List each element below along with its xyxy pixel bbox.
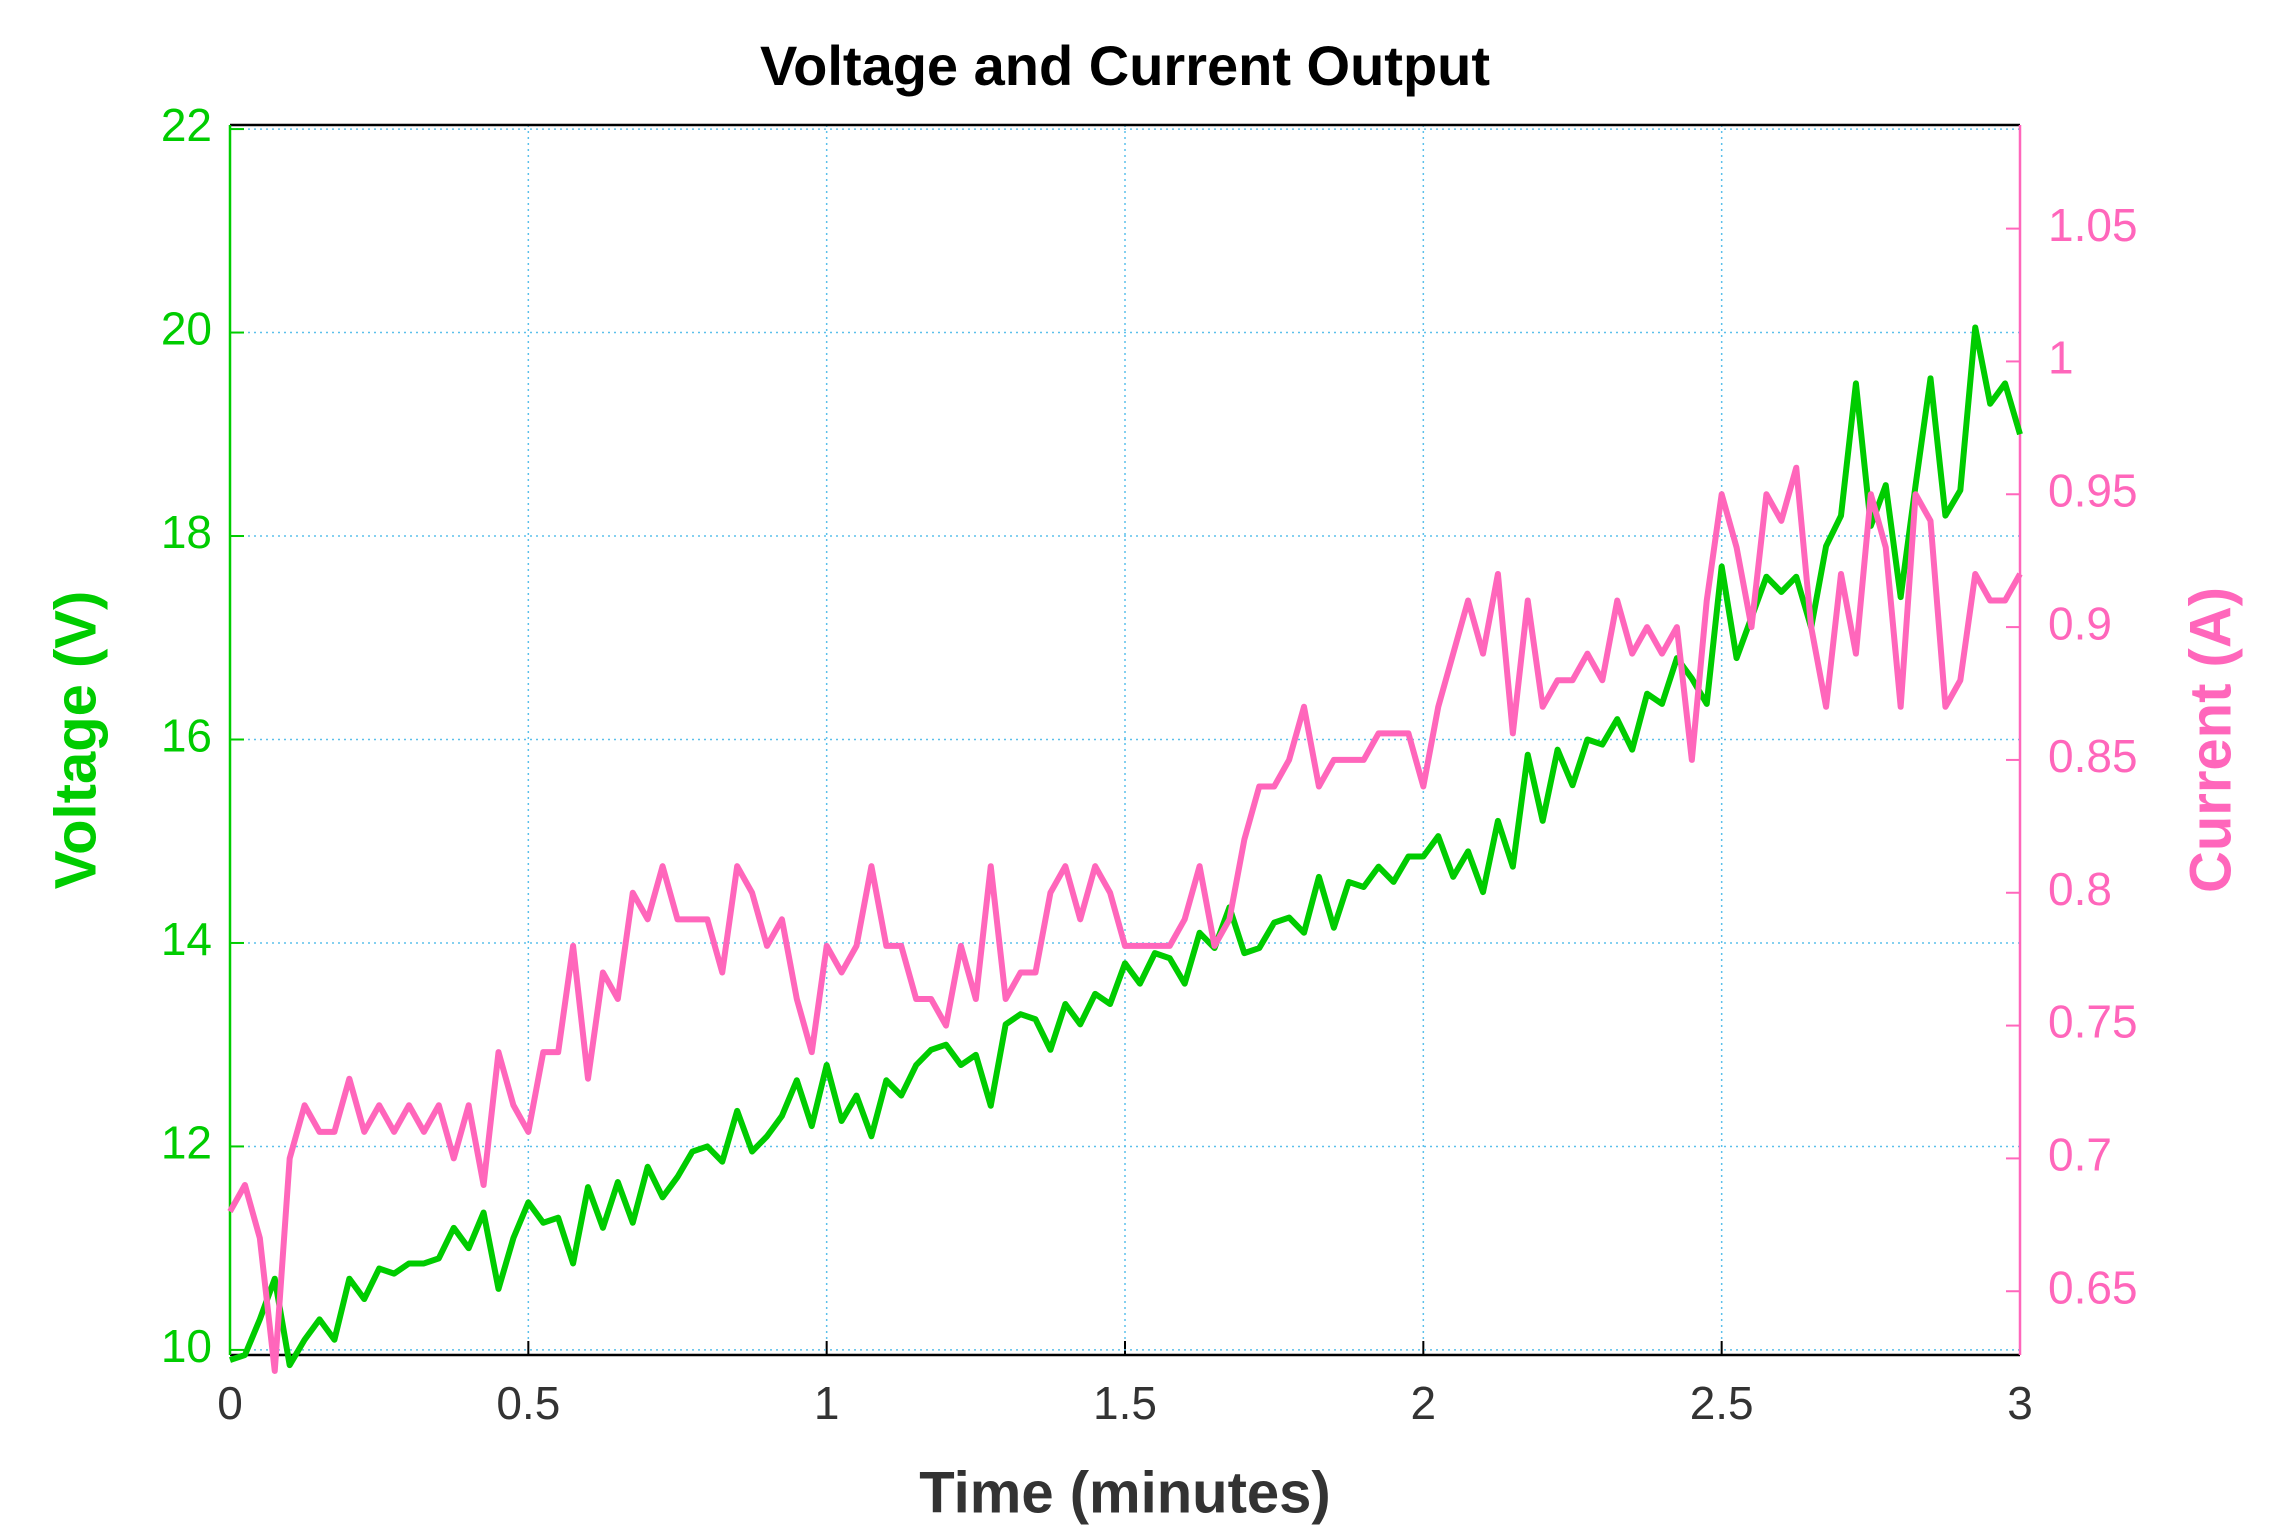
y-tick-label: 18 [161, 506, 212, 558]
y-axis-label: Voltage (V) [43, 591, 108, 890]
y-tick-label: 20 [161, 303, 212, 355]
y-tick-label: 12 [161, 1117, 212, 1169]
x-tick-label: 3 [2007, 1377, 2033, 1429]
x-tick-label: 1.5 [1093, 1377, 1157, 1429]
chart-title: Voltage and Current Output [760, 34, 1490, 97]
y-tick-label: 10 [161, 1320, 212, 1372]
y2-tick-label: 1 [2048, 332, 2074, 384]
y2-tick-label: 0.7 [2048, 1129, 2112, 1181]
x-tick-label: 0 [217, 1377, 243, 1429]
data-line [227, 464, 2023, 1374]
y2-tick-label: 0.85 [2048, 730, 2138, 782]
y-tick-label: 22 [161, 99, 212, 151]
y2-tick-label: 0.8 [2048, 863, 2112, 915]
x-axis-label: Time (minutes) [919, 1460, 1330, 1525]
y2-tick-label: 1.05 [2048, 199, 2138, 251]
y2-axis-label: Current (A) [2178, 587, 2243, 893]
x-tick-label: 1 [814, 1377, 840, 1429]
data-line [229, 324, 2023, 1369]
x-tick-label: 2.5 [1690, 1377, 1754, 1429]
x-tick-label: 2 [1411, 1377, 1437, 1429]
x-tick-label: 0.5 [496, 1377, 560, 1429]
y2-tick-label: 0.95 [2048, 464, 2138, 516]
y-tick-label: 16 [161, 710, 212, 762]
y2-tick-label: 0.9 [2048, 597, 2112, 649]
y-tick-label: 14 [161, 913, 212, 965]
y2-tick-label: 0.75 [2048, 996, 2138, 1048]
y2-tick-label: 0.65 [2048, 1261, 2138, 1313]
